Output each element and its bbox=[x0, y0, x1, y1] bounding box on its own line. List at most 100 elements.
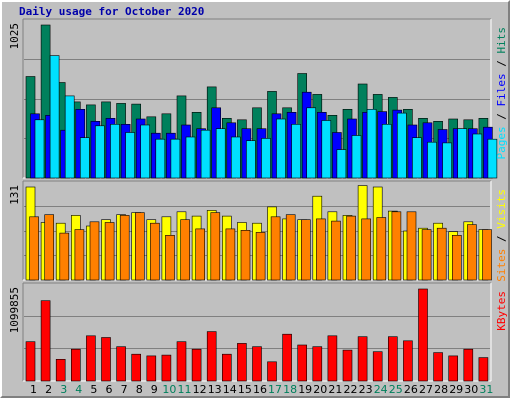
bar-pages-day-6 bbox=[110, 124, 120, 179]
bar-sites-day-14 bbox=[225, 228, 236, 281]
chart-title: Daily usage for October 2020 bbox=[19, 5, 205, 18]
bar-kbytes-day-24 bbox=[372, 351, 383, 382]
bar-sites-day-6 bbox=[104, 222, 115, 281]
bar-kbytes-day-1 bbox=[25, 341, 36, 382]
traffic-legend-part: / bbox=[495, 54, 508, 74]
volume-legend-part: KBytes bbox=[495, 291, 508, 331]
visitors-legend-part: Sites bbox=[495, 249, 508, 282]
bar-pages-day-8 bbox=[140, 124, 150, 179]
bar-kbytes-day-9 bbox=[146, 355, 157, 382]
x-tick-day-22: 22 bbox=[344, 383, 358, 396]
bar-pages-day-3 bbox=[64, 95, 75, 179]
bar-kbytes-day-10 bbox=[161, 354, 172, 382]
bar-kbytes-day-29 bbox=[448, 355, 459, 382]
bar-kbytes-day-26 bbox=[403, 340, 413, 382]
bar-sites-day-28 bbox=[436, 227, 447, 281]
bar-sites-day-1 bbox=[29, 216, 39, 281]
traffic-legend-label: Pages / Files / Hits bbox=[495, 27, 508, 160]
x-tick-day-19: 19 bbox=[298, 383, 312, 396]
visitors-legend-part: / bbox=[495, 229, 508, 249]
bar-sites-day-9 bbox=[150, 222, 160, 281]
bar-sites-day-24 bbox=[376, 217, 387, 281]
x-tick-day-15: 15 bbox=[238, 383, 252, 396]
bar-pages-day-5 bbox=[95, 125, 105, 179]
bar-pages-day-1 bbox=[34, 119, 45, 179]
bar-kbytes-day-7 bbox=[116, 346, 126, 382]
bar-pages-day-26 bbox=[412, 137, 422, 179]
x-tick-day-1: 1 bbox=[30, 383, 37, 396]
bar-pages-day-22 bbox=[351, 135, 362, 179]
bar-pages-day-28 bbox=[442, 142, 452, 179]
x-tick-day-18: 18 bbox=[283, 383, 297, 396]
bar-sites-day-26 bbox=[406, 211, 417, 281]
bar-kbytes-day-17 bbox=[267, 361, 277, 382]
bar-pages-day-29 bbox=[457, 128, 468, 179]
bar-sites-day-3 bbox=[59, 232, 70, 281]
bar-pages-day-17 bbox=[276, 118, 286, 179]
bar-sites-day-19 bbox=[300, 219, 311, 281]
bar-kbytes-day-12 bbox=[191, 348, 202, 382]
x-tick-day-9: 9 bbox=[151, 383, 158, 396]
bar-kbytes-day-13 bbox=[206, 331, 217, 382]
bar-kbytes-day-14 bbox=[222, 353, 232, 382]
x-tick-day-20: 20 bbox=[313, 383, 327, 396]
bar-sites-day-4 bbox=[74, 229, 85, 281]
bar-sites-day-23 bbox=[361, 218, 372, 281]
bar-pages-day-13 bbox=[215, 128, 226, 179]
x-tick-day-10: 10 bbox=[162, 383, 176, 396]
bar-sites-day-8 bbox=[135, 212, 145, 281]
x-tick-day-8: 8 bbox=[136, 383, 143, 396]
bar-kbytes-day-8 bbox=[131, 353, 141, 382]
bar-sites-day-13 bbox=[210, 212, 221, 281]
bar-kbytes-day-18 bbox=[282, 333, 292, 382]
bar-sites-day-20 bbox=[316, 218, 326, 281]
bar-kbytes-day-23 bbox=[357, 336, 368, 382]
x-tick-day-30: 30 bbox=[464, 383, 478, 396]
bar-sites-day-5 bbox=[89, 221, 100, 281]
bar-sites-day-31 bbox=[482, 229, 492, 281]
bar-pages-day-31 bbox=[487, 138, 498, 179]
bar-sites-day-22 bbox=[346, 215, 356, 281]
x-tick-day-17: 17 bbox=[268, 383, 282, 396]
bar-kbytes-day-11 bbox=[176, 341, 187, 382]
bar-kbytes-day-2 bbox=[40, 300, 51, 382]
x-tick-day-27: 27 bbox=[419, 383, 433, 396]
bar-kbytes-day-21 bbox=[327, 335, 338, 382]
bar-sites-day-10 bbox=[165, 235, 175, 281]
bar-pages-day-14 bbox=[231, 136, 241, 179]
bar-pages-day-23 bbox=[366, 109, 377, 179]
bar-pages-day-9 bbox=[155, 138, 166, 179]
bar-pages-day-10 bbox=[170, 138, 181, 179]
bar-kbytes-day-5 bbox=[86, 335, 96, 382]
x-tick-day-7: 7 bbox=[121, 383, 128, 396]
x-tick-day-3: 3 bbox=[60, 383, 67, 396]
x-tick-day-16: 16 bbox=[253, 383, 267, 396]
x-tick-day-12: 12 bbox=[193, 383, 207, 396]
x-tick-day-29: 29 bbox=[449, 383, 463, 396]
bar-kbytes-day-3 bbox=[55, 358, 66, 382]
bar-sites-day-11 bbox=[180, 219, 190, 281]
traffic-legend-part: Files bbox=[495, 73, 508, 106]
visitors-ymax-label: 131 bbox=[8, 185, 21, 205]
x-tick-day-4: 4 bbox=[75, 383, 82, 396]
bar-pages-day-19 bbox=[306, 107, 317, 179]
bar-pages-day-20 bbox=[321, 120, 332, 179]
bar-sites-day-30 bbox=[467, 224, 477, 281]
x-tick-day-13: 13 bbox=[208, 383, 222, 396]
bar-sites-day-12 bbox=[195, 228, 205, 281]
bar-kbytes-day-19 bbox=[297, 344, 308, 382]
x-tick-day-25: 25 bbox=[389, 383, 403, 396]
traffic-legend-part: Pages bbox=[495, 126, 508, 159]
bar-pages-day-27 bbox=[427, 141, 437, 179]
bar-kbytes-day-28 bbox=[433, 352, 443, 382]
bar-sites-day-15 bbox=[240, 230, 251, 281]
bar-kbytes-day-4 bbox=[71, 348, 81, 382]
bar-pages-day-25 bbox=[396, 112, 407, 179]
bar-kbytes-day-30 bbox=[463, 348, 474, 382]
bar-kbytes-day-20 bbox=[312, 346, 323, 382]
bar-pages-day-7 bbox=[125, 132, 135, 179]
bar-pages-day-21 bbox=[336, 149, 347, 179]
bar-pages-day-11 bbox=[185, 136, 196, 179]
bar-pages-day-16 bbox=[261, 138, 271, 179]
traffic-ymax-label: 1025 bbox=[8, 23, 21, 50]
